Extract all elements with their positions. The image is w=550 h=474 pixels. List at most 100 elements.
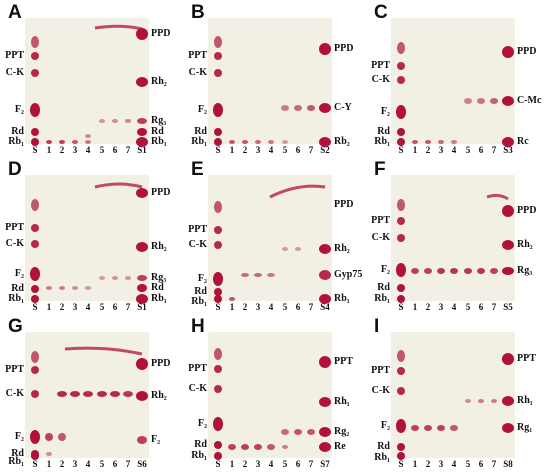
tlc-spot bbox=[137, 436, 147, 444]
lane-label: S bbox=[32, 459, 38, 469]
standard-label: C-K bbox=[371, 232, 390, 243]
tlc-spot bbox=[137, 284, 147, 292]
tlc-spot bbox=[411, 425, 419, 431]
product-label: Rh₂ bbox=[151, 390, 167, 401]
tlc-spot bbox=[214, 52, 222, 60]
product-label: Rg₂ bbox=[334, 426, 350, 437]
lane-label: 2 bbox=[425, 459, 431, 469]
tlc-spot bbox=[241, 444, 249, 450]
lane-label: S5 bbox=[503, 302, 513, 312]
tlc-spot bbox=[31, 199, 39, 211]
lane-label: 3 bbox=[255, 302, 261, 312]
product-label: PPD bbox=[517, 46, 537, 57]
tlc-spot bbox=[136, 242, 148, 252]
lane-label: 4 bbox=[451, 145, 457, 155]
tlc-spot bbox=[464, 268, 472, 274]
tlc-spot bbox=[397, 387, 405, 395]
lane-label: 6 bbox=[295, 459, 301, 469]
tlc-spot bbox=[294, 429, 302, 435]
lane-label: S bbox=[398, 459, 404, 469]
tlc-panel-d: D PPT C-K F₂ Rd Rb₁ PPD Rh₂ Rg₃ Rd Rb₁ S 1 2 3 4 5 6 7 S1 bbox=[2, 159, 182, 317]
lane-label: S1 bbox=[137, 302, 147, 312]
lane-label: 2 bbox=[425, 145, 431, 155]
tlc-spot bbox=[31, 452, 39, 460]
lane-label: 6 bbox=[112, 459, 118, 469]
lane-label: 5 bbox=[465, 459, 471, 469]
lane-label: 1 bbox=[229, 459, 235, 469]
tlc-spot bbox=[214, 385, 222, 393]
lane-label: S8 bbox=[503, 459, 513, 469]
lane-label: 1 bbox=[229, 302, 235, 312]
lane-label: 5 bbox=[465, 302, 471, 312]
standard-label: C-K bbox=[188, 67, 207, 78]
standard-label: Rd bbox=[11, 448, 24, 459]
standard-label: PPT bbox=[371, 60, 390, 71]
tlc-plate bbox=[391, 332, 515, 460]
tlc-spot bbox=[83, 391, 93, 397]
lane-label: S3 bbox=[503, 145, 513, 155]
lane-label: 3 bbox=[438, 145, 444, 155]
product-label: Rh₁ bbox=[334, 396, 350, 407]
tlc-spot bbox=[281, 429, 289, 435]
plate-spots bbox=[396, 193, 514, 303]
product-label: Rg₃ bbox=[517, 265, 533, 276]
solvent-front-streak bbox=[94, 182, 143, 189]
tlc-spot bbox=[214, 241, 222, 249]
standard-label: PPT bbox=[5, 364, 24, 375]
tlc-spot bbox=[438, 140, 444, 144]
tlc-spot bbox=[136, 188, 148, 198]
tlc-spot bbox=[213, 272, 223, 286]
standard-label: F₂ bbox=[380, 106, 390, 117]
standard-label: Rb₁ bbox=[191, 136, 207, 147]
tlc-spot bbox=[254, 444, 262, 450]
tlc-panel-g: G PPT C-K F₂ Rd Rb₁ PPD Rh₂ F₂ S 1 2 3 4 5 6 7 S6 bbox=[2, 316, 182, 474]
lane-labels: S 1 2 3 4 5 6 7 S1 bbox=[25, 145, 149, 157]
lane-label: S2 bbox=[320, 145, 330, 155]
tlc-spot bbox=[397, 443, 405, 451]
lane-labels: S 1 2 3 4 5 6 7 S5 bbox=[391, 302, 515, 314]
lane-label: S6 bbox=[137, 459, 147, 469]
tlc-spot bbox=[295, 247, 301, 251]
lane-label: 2 bbox=[59, 459, 65, 469]
tlc-spot bbox=[229, 297, 235, 301]
tlc-spot bbox=[31, 390, 39, 398]
tlc-panel-a: A PPT C-K F₂ Rd Rb₁ PPD Rh₂ Rg₃ Rd Rb₁ S 1 2 3 4 5 6 7 S1 bbox=[2, 2, 182, 160]
tlc-spot bbox=[412, 140, 418, 144]
tlc-spot bbox=[425, 140, 431, 144]
product-label: PPD bbox=[334, 43, 354, 54]
tlc-spot bbox=[214, 441, 222, 449]
tlc-spot bbox=[281, 105, 289, 111]
tlc-spot bbox=[282, 445, 288, 449]
lane-label: S bbox=[32, 302, 38, 312]
tlc-spot bbox=[242, 140, 248, 144]
product-label: Rg₁ bbox=[517, 422, 533, 433]
tlc-spot bbox=[136, 77, 148, 87]
lane-labels: S 1 2 3 4 5 6 7 S3 bbox=[391, 145, 515, 157]
tlc-spot bbox=[85, 134, 91, 138]
plate-spots bbox=[396, 42, 514, 147]
product-label: PPD bbox=[151, 187, 171, 198]
tlc-spot bbox=[319, 442, 331, 452]
lane-label: 6 bbox=[295, 302, 301, 312]
lane-label: 1 bbox=[46, 459, 52, 469]
standard-label: F₂ bbox=[197, 418, 207, 429]
product-label: PPD bbox=[151, 358, 171, 369]
tlc-spot bbox=[125, 276, 131, 280]
tlc-spot bbox=[319, 427, 331, 437]
standard-label: Rb₁ bbox=[374, 136, 390, 147]
standard-label: F₂ bbox=[197, 273, 207, 284]
product-label: Rd bbox=[151, 126, 164, 137]
tlc-spot bbox=[307, 429, 315, 435]
tlc-spot bbox=[491, 399, 497, 403]
solvent-front-streak bbox=[486, 193, 509, 201]
tlc-spot bbox=[59, 140, 65, 144]
tlc-plate bbox=[25, 175, 149, 304]
tlc-spot bbox=[30, 430, 40, 444]
standard-label: C-K bbox=[5, 67, 24, 78]
lane-label: 3 bbox=[72, 302, 78, 312]
tlc-spot bbox=[85, 286, 91, 290]
lane-label: 2 bbox=[242, 459, 248, 469]
panel-letter: F bbox=[374, 159, 386, 180]
standard-label: Rb₁ bbox=[191, 450, 207, 461]
tlc-spot bbox=[396, 105, 406, 119]
